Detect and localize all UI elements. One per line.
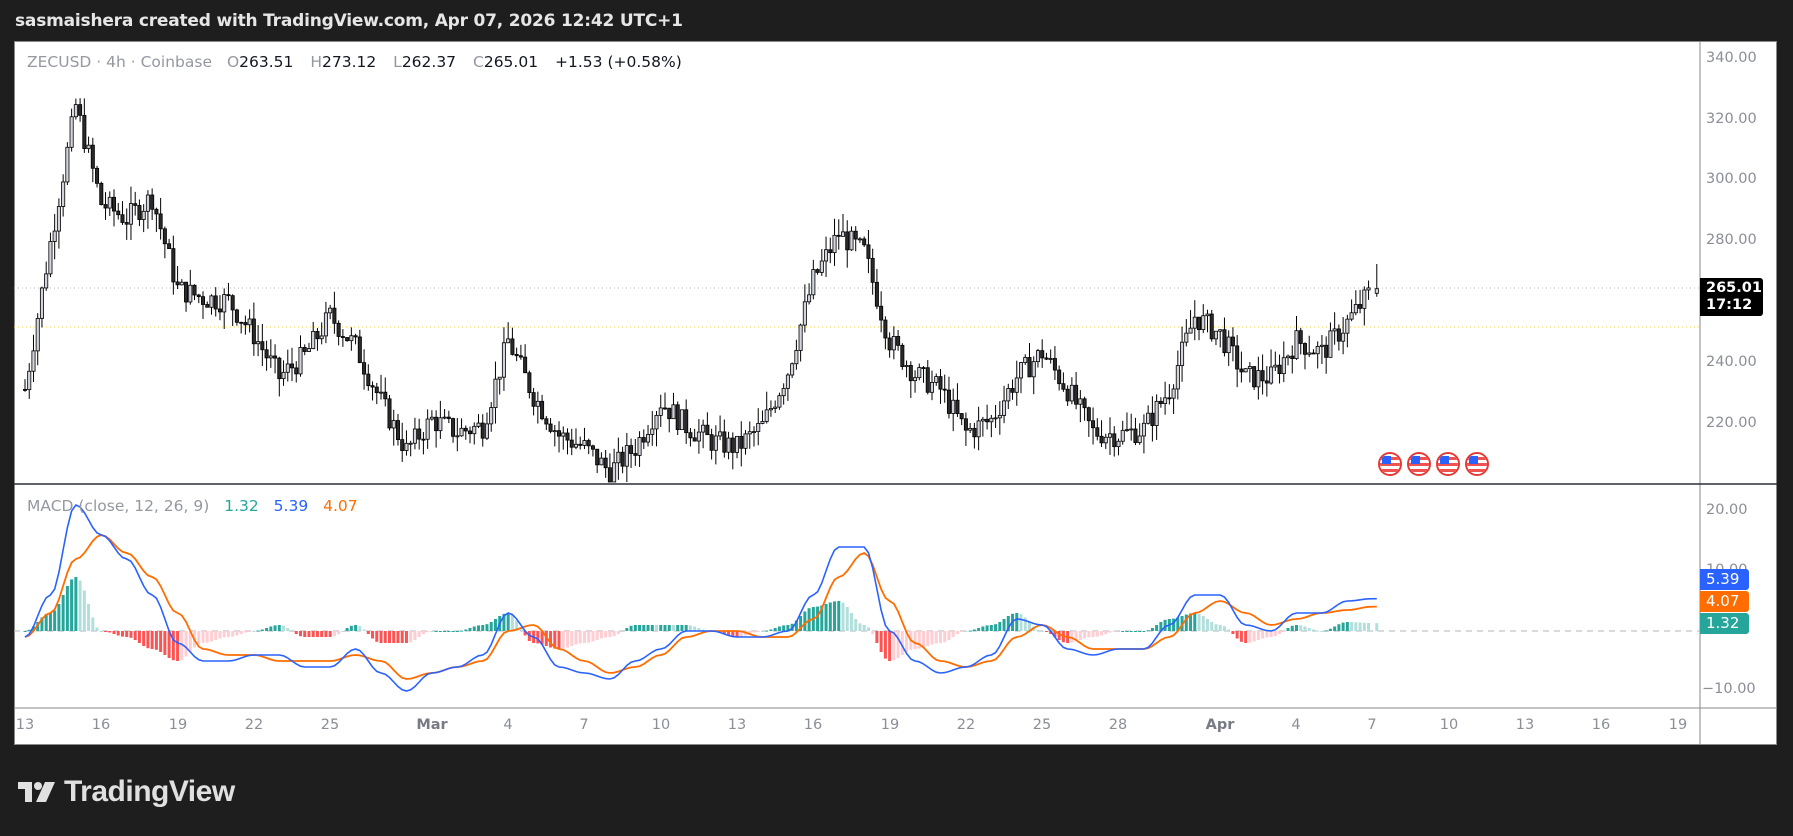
close-value: 265.01 — [483, 53, 539, 71]
low-label: L — [393, 53, 402, 71]
macd-histogram — [23, 577, 1379, 661]
time-label: 13 — [15, 717, 35, 733]
macd-legend[interactable]: MACD (close, 12, 26, 9) 1.32 5.39 4.07 — [27, 497, 358, 515]
price-tick: 220.00 — [1706, 415, 1757, 431]
tradingview-logo[interactable]: TradingView — [18, 775, 235, 808]
time-label: 13 — [1515, 717, 1535, 733]
time-label: 4 — [503, 717, 513, 733]
price-tick: 280.00 — [1706, 232, 1757, 248]
time-label: 7 — [579, 717, 589, 733]
macd-title[interactable]: MACD (close, 12, 26, 9) — [27, 497, 210, 515]
bar-countdown: 17:12 — [1706, 297, 1753, 313]
macd-tick: 20.00 — [1706, 502, 1748, 518]
time-label-month: Mar — [416, 717, 448, 733]
time-label: 19 — [168, 717, 188, 733]
us-flag-event-icon[interactable] — [1378, 452, 1402, 476]
time-label-month: Apr — [1205, 717, 1235, 733]
time-label: 10 — [1439, 717, 1459, 733]
time-label: 19 — [880, 717, 900, 733]
signal-line-value: 4.07 — [323, 497, 358, 515]
symbol-title[interactable]: ZECUSD · 4h · Coinbase — [27, 53, 212, 71]
open-label: O — [226, 53, 240, 71]
time-label: 25 — [320, 717, 340, 733]
macd-tick: −10.00 — [1702, 681, 1756, 697]
price-tick: 320.00 — [1706, 111, 1757, 127]
high-value: 273.12 — [321, 53, 377, 71]
macd-histogram-value: 1.32 — [224, 497, 259, 515]
time-label: 22 — [244, 717, 264, 733]
signal-value-tag: 4.07 — [1700, 591, 1749, 612]
time-label: 22 — [956, 717, 976, 733]
time-label: 10 — [651, 717, 671, 733]
time-label: 13 — [727, 717, 747, 733]
macd-line — [24, 503, 1377, 692]
open-value: 263.51 — [239, 53, 294, 71]
high-label: H — [310, 53, 322, 71]
macd-line-value: 5.39 — [273, 497, 309, 515]
time-label: 25 — [1032, 717, 1052, 733]
price-tick: 340.00 — [1706, 50, 1757, 66]
low-value: 262.37 — [401, 53, 457, 71]
chart-panel[interactable] — [14, 41, 1777, 745]
last-price-value: 265.01 — [1706, 280, 1762, 296]
macd-value-tag: 5.39 — [1700, 569, 1749, 590]
attribution-title: sasmaishera created with TradingView.com… — [15, 11, 683, 31]
us-flag-event-icon[interactable] — [1465, 452, 1489, 476]
us-flag-event-icon[interactable] — [1407, 452, 1431, 476]
symbol-legend[interactable]: ZECUSD · 4h · Coinbase O263.51 H273.12 L… — [27, 53, 682, 71]
change-value: +1.53 (+0.58%) — [555, 53, 682, 71]
time-label: 28 — [1108, 717, 1128, 733]
brand-name: TradingView — [64, 775, 235, 808]
time-label: 16 — [91, 717, 111, 733]
price-tick: 240.00 — [1706, 354, 1757, 370]
last-price-tag: 265.01 17:12 — [1700, 278, 1763, 316]
price-tick: 300.00 — [1706, 171, 1757, 187]
time-label: 16 — [803, 717, 823, 733]
tradingview-mark-icon — [18, 782, 55, 802]
signal-line — [24, 534, 1377, 680]
histogram-value-tag: 1.32 — [1700, 613, 1749, 634]
top-bar: sasmaishera created with TradingView.com… — [0, 0, 1793, 41]
time-label: 19 — [1668, 717, 1688, 733]
us-flag-event-icon[interactable] — [1436, 452, 1460, 476]
time-label: 4 — [1291, 717, 1301, 733]
time-label: 7 — [1367, 717, 1377, 733]
time-label: 16 — [1591, 717, 1611, 733]
close-label: C — [473, 53, 484, 71]
candlestick-series — [22, 98, 1379, 483]
